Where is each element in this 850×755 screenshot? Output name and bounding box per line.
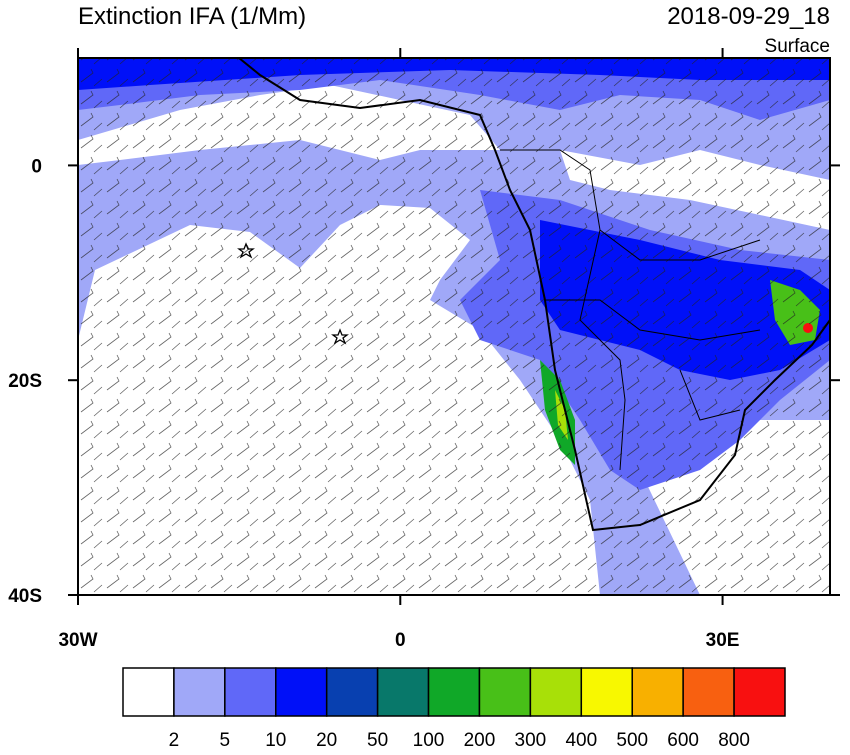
y-tick-label: 40S	[8, 586, 42, 607]
x-tick-label: 0	[395, 630, 406, 651]
colorbar-box	[325, 667, 379, 717]
colorbar-box	[275, 667, 328, 717]
y-tick-label: 20S	[8, 371, 42, 392]
map-frame	[77, 57, 831, 596]
map-field	[78, 58, 830, 595]
colorbar-box	[580, 667, 633, 717]
title: Extinction IFA (1/Mm)	[78, 3, 306, 30]
colorbar-label: 5	[220, 730, 231, 750]
colorbar-label: 20	[316, 730, 337, 750]
borders	[500, 149, 761, 471]
level-label: Surface	[765, 36, 830, 57]
colorbar-box	[122, 667, 175, 717]
colorbar-box	[427, 667, 481, 717]
colorbar-box	[224, 667, 277, 717]
colorbar: 2 5 10 20 50 100 200 300 400 500 600 800	[122, 667, 786, 751]
time-label: 2018-09-29_18	[667, 3, 830, 30]
colorbar-label: 500	[616, 730, 648, 750]
colorbar-label: 400	[565, 730, 597, 750]
site-marker	[237, 242, 255, 259]
x-tick-label: 30W	[58, 630, 97, 651]
colorbar-label: 2	[169, 730, 180, 750]
site-marker	[331, 328, 349, 345]
colorbar-box	[529, 667, 583, 717]
axes: 30W 0 30E 0 20S 40S	[8, 48, 840, 651]
y-tick-label: 0	[31, 156, 42, 177]
wind-barbs	[78, 58, 830, 595]
colorbar-box	[631, 667, 684, 717]
colorbar-box	[173, 667, 226, 717]
colorbar-label: 50	[367, 730, 388, 750]
colorbar-label: 800	[718, 730, 750, 750]
colorbar-box	[478, 667, 532, 717]
colorbar-label: 600	[667, 730, 699, 750]
colorbar-box	[733, 667, 786, 717]
colorbar-label: 10	[265, 730, 286, 750]
colorbar-label: 300	[515, 730, 547, 750]
colorbar-label: 200	[464, 730, 496, 750]
x-tick-label: 30E	[706, 630, 740, 651]
coastline	[238, 58, 830, 532]
colorbar-box	[376, 667, 430, 717]
colorbar-label: 100	[413, 730, 445, 750]
colorbar-box	[682, 667, 735, 717]
